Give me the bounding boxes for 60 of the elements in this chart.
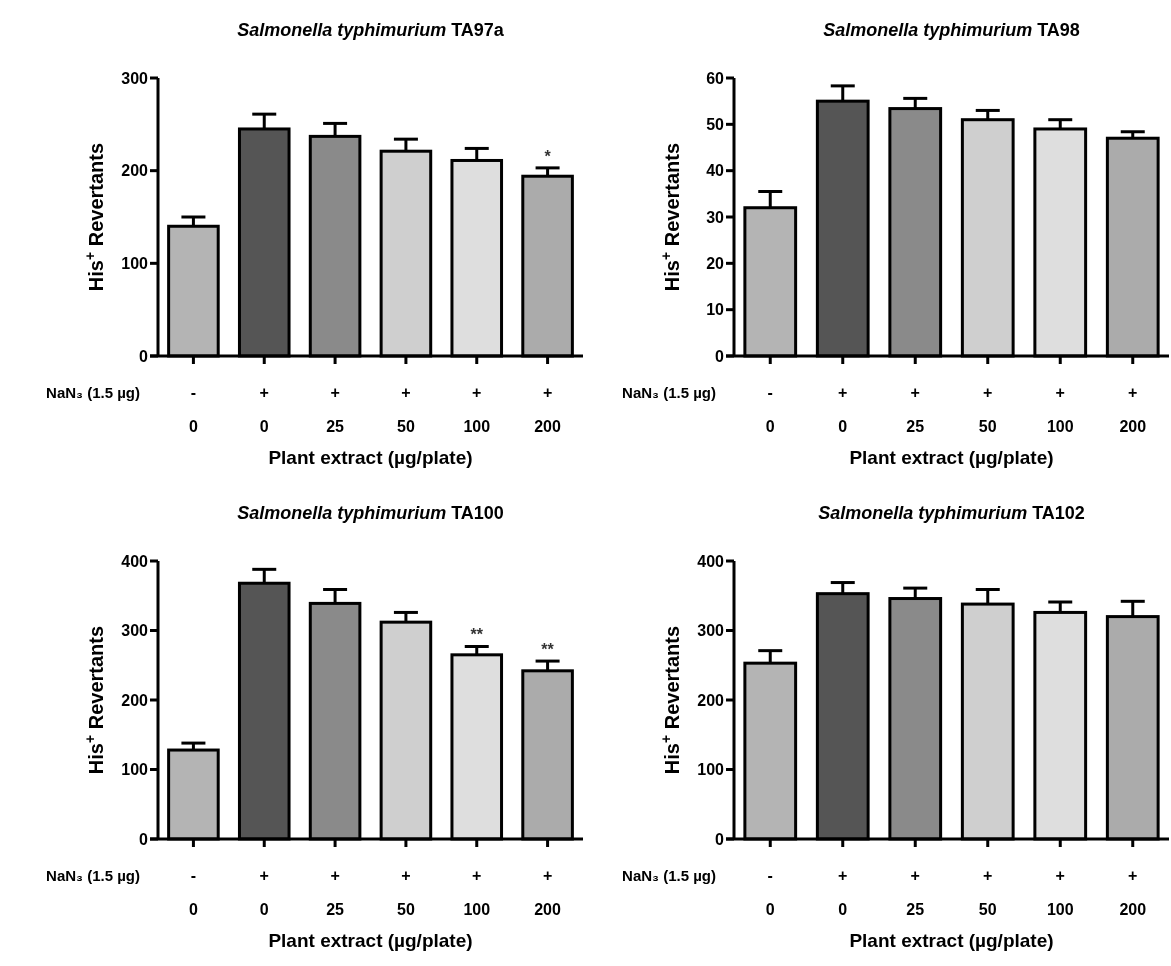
y-tick-label: 0 bbox=[139, 830, 149, 848]
y-tick-label: 300 bbox=[121, 69, 149, 87]
y-tick-label: 30 bbox=[706, 208, 725, 226]
x-tick-label: + 25 bbox=[906, 384, 925, 435]
x-tick-label: + 200 bbox=[1119, 867, 1147, 918]
x-tick-label: + 25 bbox=[326, 384, 345, 435]
y-tick-label: 0 bbox=[139, 347, 149, 365]
y-tick-label: 50 bbox=[706, 115, 725, 133]
chart-title: Salmonella typhimurium TA98 bbox=[823, 20, 1080, 40]
chart-title: Salmonella typhimurium TA100 bbox=[237, 503, 504, 523]
x-tick-label: + 50 bbox=[978, 384, 997, 435]
x-tick-label: - 0 bbox=[188, 867, 198, 918]
text: NaN₃ (1.5 µg) bbox=[46, 384, 140, 401]
x-tick-label: + 50 bbox=[397, 384, 415, 435]
y-tick-label: 20 bbox=[706, 254, 725, 272]
x-tick-label: + 50 bbox=[397, 867, 415, 918]
text: NaN₃ (1.5 µg) bbox=[622, 384, 716, 401]
y-tick-label: 300 bbox=[121, 622, 149, 640]
x-tick-label: + 50 bbox=[978, 867, 997, 918]
x-tick-label: + 0 bbox=[838, 384, 848, 435]
y-tick-label: 40 bbox=[706, 162, 725, 180]
y-tick-label: 300 bbox=[697, 622, 725, 640]
x-tick-label: + 100 bbox=[463, 384, 491, 435]
y-tick-label: 60 bbox=[706, 69, 725, 87]
x-tick-label: + 200 bbox=[534, 384, 562, 435]
annotation: ** bbox=[541, 641, 555, 659]
y-tick-label: 400 bbox=[121, 552, 149, 570]
y-tick-label: 400 bbox=[697, 552, 725, 570]
y-tick-label: 100 bbox=[121, 761, 149, 779]
x-tick-label: + 0 bbox=[259, 384, 269, 435]
x-tick-label: + 100 bbox=[1046, 867, 1074, 918]
y-tick-label: 200 bbox=[121, 162, 149, 180]
chart-title: Salmonella typhimurium TA97a bbox=[237, 20, 505, 40]
y-tick-label: 100 bbox=[121, 254, 149, 272]
x-axis-title: Plant extract (µg/plate) bbox=[849, 447, 1054, 468]
x-tick-label: + 0 bbox=[838, 867, 848, 918]
y-tick-label: 100 bbox=[697, 761, 725, 779]
x-tick-label: - 0 bbox=[188, 384, 198, 435]
x-tick-label: + 200 bbox=[1119, 384, 1147, 435]
x-tick-label: - 0 bbox=[765, 867, 775, 918]
text: NaN₃ (1.5 µg) bbox=[46, 867, 140, 884]
y-tick-label: 0 bbox=[715, 830, 725, 848]
chart-title: Salmonella typhimurium TA102 bbox=[818, 503, 1085, 523]
x-tick-label: + 100 bbox=[463, 867, 491, 918]
x-tick-label: + 25 bbox=[906, 867, 925, 918]
x-tick-label: + 200 bbox=[534, 867, 562, 918]
x-axis-title: Plant extract (µg/plate) bbox=[849, 930, 1054, 951]
x-tick-label: + 0 bbox=[259, 867, 269, 918]
y-tick-label: 200 bbox=[697, 691, 725, 709]
x-axis-title: Plant extract (µg/plate) bbox=[268, 930, 473, 951]
y-tick-label: 0 bbox=[715, 347, 725, 365]
annotation: ** bbox=[470, 626, 484, 644]
x-tick-label: + 25 bbox=[326, 867, 345, 918]
x-axis-title: Plant extract (µg/plate) bbox=[268, 447, 473, 468]
y-tick-label: 200 bbox=[121, 691, 149, 709]
x-tick-label: + 100 bbox=[1046, 384, 1074, 435]
x-tick-label: - 0 bbox=[765, 384, 775, 435]
annotation: * bbox=[544, 147, 552, 165]
text: NaN₃ (1.5 µg) bbox=[622, 867, 716, 884]
y-tick-label: 10 bbox=[706, 301, 725, 319]
